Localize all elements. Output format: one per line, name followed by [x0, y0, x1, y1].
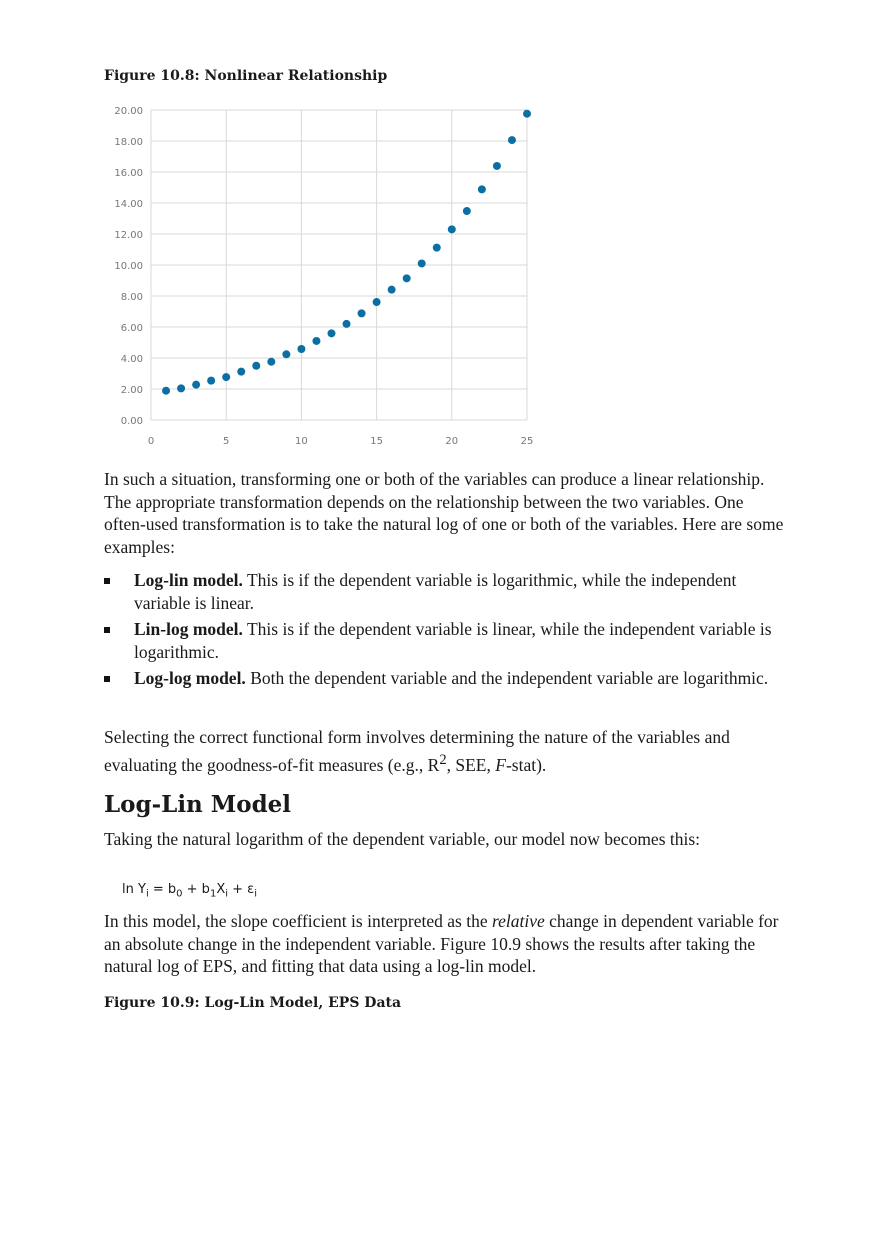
data-point — [492, 161, 501, 170]
data-point — [402, 274, 411, 283]
data-point — [297, 345, 306, 354]
desc: This is if the dependent variable is lin… — [134, 619, 772, 662]
paragraph: Selecting the correct functional form in… — [104, 727, 730, 775]
data-point — [327, 329, 336, 338]
data-point — [417, 259, 426, 268]
x-tick-label: 15 — [370, 436, 383, 447]
y-tick-label: 4.00 — [121, 354, 143, 365]
x-tick-label: 20 — [445, 436, 458, 447]
list-item: Log-log model. Both the dependent variab… — [104, 667, 784, 690]
data-point — [357, 309, 366, 318]
term: Log-lin model. — [134, 570, 243, 590]
equation: ln Yi = b0 + b1Xi + εi — [122, 882, 257, 900]
data-point — [447, 225, 456, 234]
term: Lin-log model. — [134, 619, 243, 639]
x-tick-label: 5 — [223, 436, 229, 447]
figure-caption: Figure 10.8: Nonlinear Relationship — [104, 68, 388, 84]
data-point — [207, 376, 216, 385]
data-point — [387, 285, 396, 294]
desc: This is if the dependent variable is log… — [134, 570, 737, 613]
y-tick-label: 14.00 — [114, 199, 143, 210]
list-item: Lin-log model. This is if the dependent … — [104, 618, 784, 663]
paragraph: In such a situation, transforming one or… — [104, 469, 784, 557]
paragraph: Taking the natural logarithm of the depe… — [104, 829, 701, 849]
paragraph: In this model, the slope coefficient is … — [104, 911, 779, 976]
y-tick-label: 16.00 — [114, 168, 143, 179]
data-point — [237, 367, 246, 376]
y-tick-label: 12.00 — [114, 230, 143, 241]
figure-caption: Figure 10.9: Log-Lin Model, EPS Data — [104, 995, 402, 1011]
y-tick-label: 18.00 — [114, 137, 143, 148]
data-point — [162, 386, 171, 395]
data-point — [282, 350, 291, 359]
data-point — [252, 361, 261, 370]
data-point — [507, 136, 516, 145]
y-tick-label: 2.00 — [121, 385, 143, 396]
x-tick-label: 10 — [295, 436, 308, 447]
section-heading: Log-Lin Model — [104, 791, 292, 818]
term: Log-log model. — [134, 668, 246, 688]
data-point — [462, 207, 471, 216]
data-point — [372, 298, 381, 307]
scatter-chart: 0.00 2.00 4.00 6.00 8.00 10.00 12.00 14.00 16.00… — [114, 106, 534, 447]
data-point — [432, 243, 441, 252]
model-list: Log-lin model. This is if the dependent … — [104, 569, 784, 694]
data-point — [192, 380, 201, 389]
list-item: Log-lin model. This is if the dependent … — [104, 569, 784, 614]
y-tick-label: 6.00 — [121, 323, 143, 334]
data-point — [523, 109, 531, 118]
data-point — [222, 373, 231, 382]
x-tick-label: 0 — [148, 436, 154, 447]
x-tick-label: 25 — [521, 436, 534, 447]
y-tick-label: 20.00 — [114, 106, 143, 117]
desc: Both the dependent variable and the inde… — [245, 668, 769, 688]
y-tick-label: 10.00 — [114, 261, 143, 272]
data-point — [342, 319, 351, 328]
y-tick-label: 0.00 — [121, 416, 143, 427]
data-point — [177, 384, 186, 393]
data-point — [267, 357, 276, 366]
data-point — [312, 336, 321, 345]
data-point — [477, 185, 486, 194]
y-tick-label: 8.00 — [121, 292, 143, 303]
